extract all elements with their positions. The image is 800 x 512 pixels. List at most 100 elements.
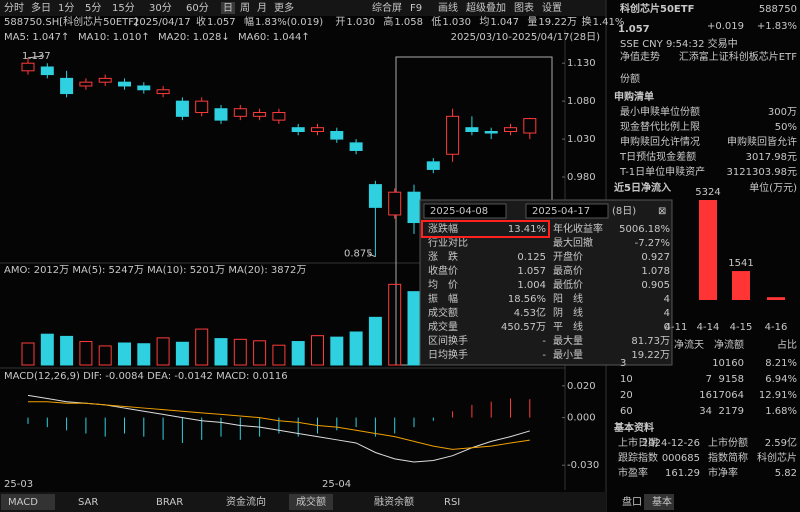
indicator-tab[interactable]: 成交额 — [296, 495, 326, 508]
active-tab — [644, 494, 674, 510]
candle-body — [291, 127, 305, 132]
tool-button[interactable]: F9 — [410, 3, 422, 14]
table-cell: 17064 — [712, 390, 744, 401]
period-tab[interactable]: 更多 — [274, 1, 294, 14]
indicator-tab[interactable]: SAR — [78, 497, 98, 508]
low-marker — [367, 253, 376, 258]
flow-date: 4-14 — [697, 322, 720, 333]
tool-button[interactable]: 画线 — [438, 1, 458, 14]
stat-label: 最低价 — [553, 278, 583, 291]
tool-button[interactable]: 超级叠加 — [466, 1, 506, 14]
period-tab[interactable]: 周 — [240, 2, 250, 14]
stat-label: 涨跌幅 — [428, 222, 458, 235]
candle-body — [253, 112, 267, 117]
volume-bar — [137, 343, 151, 366]
stat-label: 日均换手 — [428, 348, 468, 361]
period-tab[interactable]: 60分 — [186, 2, 209, 14]
table-header: 净流天 — [674, 338, 704, 351]
change: +0.019 — [707, 21, 744, 32]
table-cell: 10160 — [712, 358, 744, 369]
basic-cell: 市盈率 — [618, 466, 648, 479]
candle-body — [21, 62, 35, 72]
stat-label: 最大量 — [553, 334, 583, 347]
candle-body — [137, 85, 151, 91]
table-cell: 16 — [699, 390, 712, 401]
stat-label: 涨 跌 — [428, 250, 458, 263]
active-tab — [289, 494, 333, 510]
start-date[interactable]: 2025-04-08 — [430, 206, 488, 217]
stat-label: 成交量 — [428, 320, 458, 333]
stat-label: 年化收益率 — [553, 222, 603, 235]
info-value: 3121303.98元 — [727, 167, 797, 178]
candle-body — [156, 89, 170, 95]
stat-value: 1.004 — [517, 280, 546, 291]
field-value: 1.058 — [394, 17, 423, 28]
date: 2025/04/17 — [133, 17, 191, 28]
info-value: 汇添富上证科创板芯片ETF — [679, 50, 797, 63]
last-price: 1.057 — [618, 24, 650, 35]
day-count: (8日) — [612, 206, 636, 217]
table-cell: 20 — [620, 390, 633, 401]
tool-button[interactable]: 设置 — [542, 2, 562, 14]
candle-body — [40, 66, 54, 76]
stat-value: 4 — [664, 294, 670, 305]
indicator-tab[interactable]: 融资余额 — [374, 495, 414, 508]
indicator-tab[interactable]: 资金流向 — [226, 495, 266, 508]
section-title: 基本资料 — [613, 421, 654, 434]
period-tab[interactable]: 1分 — [58, 2, 74, 14]
candle-body — [98, 77, 112, 83]
table-cell: 10 — [620, 374, 633, 385]
end-date[interactable]: 2025-04-17 — [532, 206, 590, 217]
ma-legend: MA60: 1.044↑ — [238, 32, 310, 43]
candle-body — [118, 81, 131, 87]
stat-label: 阴 线 — [553, 306, 583, 319]
active-tab — [221, 2, 235, 14]
period-tab[interactable]: 月 — [257, 2, 267, 14]
candle-body — [330, 130, 344, 140]
period-tab[interactable]: 5分 — [85, 2, 101, 14]
tool-button[interactable]: 图表 — [514, 1, 534, 14]
table-cell: 3 — [620, 358, 626, 369]
close-button[interactable]: ⊠ — [658, 206, 666, 217]
panel-tab[interactable]: 盘口 — [622, 495, 642, 508]
table-cell: 7 — [706, 374, 712, 385]
stat-value: 4 — [664, 308, 670, 319]
stats-dialog — [419, 199, 673, 366]
low-label: 0.875 — [344, 249, 373, 260]
candle-body — [272, 112, 286, 121]
period-tab[interactable]: 15分 — [112, 2, 135, 14]
basic-cell: 5.82 — [775, 468, 797, 479]
toolbar-bg — [0, 0, 606, 16]
period-tab[interactable]: 30分 — [149, 2, 172, 14]
table-cell: 1.68% — [765, 406, 797, 417]
volume-bar — [233, 338, 247, 366]
candle-body — [388, 191, 402, 216]
stat-label: 最高价 — [553, 264, 583, 277]
stat-label: 阳 线 — [553, 292, 583, 305]
basic-cell: 上市份额 — [708, 436, 748, 449]
volume-bar — [214, 338, 228, 366]
panel-tab[interactable]: 基本 — [652, 495, 672, 508]
table-cell: 6.94% — [765, 374, 797, 385]
volume-bar — [98, 345, 112, 366]
highlight-box — [421, 220, 550, 238]
fund-code: 588750 — [759, 4, 797, 15]
field-label: 收 — [196, 15, 206, 28]
indicator-tab[interactable]: BRAR — [156, 497, 183, 508]
tool-button[interactable]: 综合屏 — [372, 1, 402, 14]
change-pct: +1.83% — [757, 21, 797, 32]
flow-label: 1541 — [728, 258, 753, 269]
y-tick-label: 0.980 — [567, 172, 596, 183]
volume-bar — [60, 335, 74, 366]
stat-value: 0 — [664, 322, 670, 333]
indicator-tab[interactable]: RSI — [444, 497, 460, 508]
field-value: 1.83%(0.019) — [255, 17, 323, 28]
field-label: 量 — [527, 16, 537, 28]
period-tab[interactable]: 多日 — [31, 1, 51, 14]
volume-bar — [291, 341, 305, 366]
indicator-tab[interactable]: MACD — [8, 497, 38, 508]
period-tab[interactable]: 分时 — [4, 2, 24, 14]
volume-bar — [195, 328, 209, 366]
period-tab[interactable]: 日 — [223, 3, 233, 14]
